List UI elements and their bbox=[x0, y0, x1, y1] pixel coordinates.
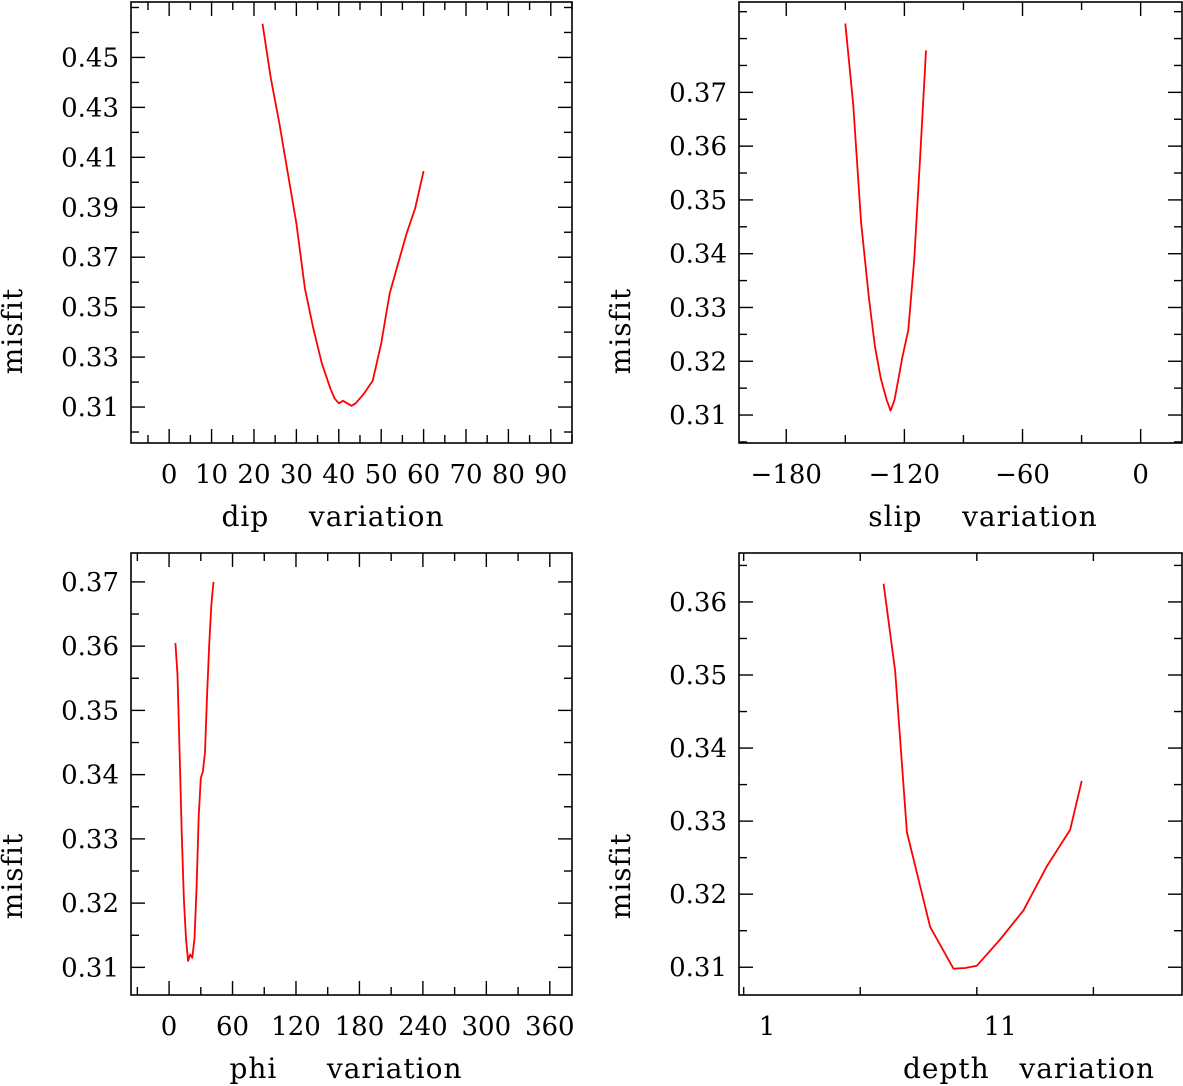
phi-x-tick-label: 120 bbox=[271, 1012, 321, 1042]
dip-y-tick-label: 0.39 bbox=[61, 193, 119, 223]
phi-y-axis-label: misfit bbox=[0, 833, 29, 919]
phi-y-tick-label: 0.37 bbox=[61, 568, 119, 598]
slip-x-axis-label: slip variation bbox=[868, 500, 1097, 533]
slip-x-tick-label: −180 bbox=[751, 460, 822, 490]
slip-x-tick-label: −60 bbox=[995, 460, 1050, 490]
phi-x-tick-label: 300 bbox=[462, 1012, 512, 1042]
slip-y-tick-label: 0.35 bbox=[669, 186, 727, 216]
slip-y-tick-label: 0.37 bbox=[669, 78, 727, 108]
slip-x-tick-label: 0 bbox=[1132, 460, 1149, 490]
dip-y-axis-label: misfit bbox=[0, 288, 29, 374]
panel-dip: 0 10 20 30 40 50 60 70 80 90 0.31 0.33 0.35 0.37 0.39 0… bbox=[0, 1, 573, 533]
phi-y-tick-label: 0.35 bbox=[61, 696, 119, 726]
phi-y-tick-label: 0.31 bbox=[61, 953, 119, 983]
phi-x-tick-label: 0 bbox=[161, 1012, 178, 1042]
depth-y-tick-label: 0.31 bbox=[669, 953, 727, 983]
dip-y-tick-label: 0.31 bbox=[61, 393, 119, 423]
depth-misfit-curve bbox=[882, 583, 1083, 970]
depth-x-axis-label: depth variation bbox=[903, 1052, 1155, 1085]
slip-y-axis-label: misfit bbox=[604, 288, 637, 374]
dip-x-tick-label: 80 bbox=[492, 460, 525, 490]
depth-y-tick-label: 0.36 bbox=[669, 588, 727, 618]
phi-x-tick-label: 240 bbox=[398, 1012, 448, 1042]
dip-x-tick-label: 30 bbox=[280, 460, 313, 490]
depth-y-tick-label: 0.34 bbox=[669, 734, 727, 764]
slip-x-tick-label: −120 bbox=[869, 460, 940, 490]
depth-y-tick-label: 0.32 bbox=[669, 880, 727, 910]
depth-y-tick-label: 0.35 bbox=[669, 661, 727, 691]
dip-x-tick-label: 50 bbox=[365, 460, 398, 490]
slip-y-tick-label: 0.31 bbox=[669, 401, 727, 431]
phi-x-axis-label: phi variation bbox=[229, 1052, 462, 1085]
dip-y-tick-label: 0.35 bbox=[61, 293, 119, 323]
phi-misfit-curve bbox=[174, 581, 215, 962]
slip-y-tick-label: 0.34 bbox=[669, 240, 727, 270]
depth-x-tick-label: 11 bbox=[984, 1012, 1017, 1042]
dip-x-tick-label: 60 bbox=[407, 460, 440, 490]
slip-misfit-curve bbox=[844, 23, 927, 412]
dip-misfit-curve bbox=[261, 23, 425, 407]
phi-y-tick-label: 0.36 bbox=[61, 632, 119, 662]
panel-phi: 0 60 120 180 240 300 360 0.31 0.32 0.33 0.34 0.35 0.… bbox=[0, 552, 575, 1085]
phi-x-tick-label: 60 bbox=[216, 1012, 249, 1042]
depth-y-tick-label: 0.33 bbox=[669, 807, 727, 837]
depth-plot-frame bbox=[738, 552, 1183, 996]
phi-y-tick-label: 0.33 bbox=[61, 825, 119, 855]
panel-slip: −180 −120 −60 0 0.31 0.32 0.33 0.34 0.35 0.36 0.37… bbox=[604, 1, 1183, 533]
slip-plot-frame bbox=[738, 1, 1183, 444]
phi-x-tick-label: 360 bbox=[525, 1012, 575, 1042]
dip-plot-frame bbox=[130, 1, 573, 444]
phi-y-tick-label: 0.32 bbox=[61, 889, 119, 919]
depth-y-axis-label: misfit bbox=[604, 833, 637, 919]
dip-y-tick-label: 0.37 bbox=[61, 243, 119, 273]
dip-y-tick-label: 0.33 bbox=[61, 343, 119, 373]
dip-x-tick-label: 90 bbox=[534, 460, 567, 490]
phi-x-tick-label: 180 bbox=[335, 1012, 385, 1042]
dip-x-tick-label: 10 bbox=[195, 460, 228, 490]
dip-x-axis-label: dip variation bbox=[221, 500, 444, 533]
dip-x-tick-label: 0 bbox=[161, 460, 178, 490]
dip-x-tick-label: 40 bbox=[322, 460, 355, 490]
slip-y-tick-label: 0.32 bbox=[669, 347, 727, 377]
dip-y-tick-label: 0.41 bbox=[61, 143, 119, 173]
dip-x-tick-label: 70 bbox=[449, 460, 482, 490]
depth-x-tick-label: 1 bbox=[759, 1012, 776, 1042]
dip-y-tick-label: 0.43 bbox=[61, 93, 119, 123]
slip-y-tick-label: 0.33 bbox=[669, 293, 727, 323]
slip-y-tick-label: 0.36 bbox=[669, 132, 727, 162]
dip-y-tick-label: 0.45 bbox=[61, 43, 119, 73]
phi-plot-frame bbox=[130, 552, 573, 996]
dip-x-tick-label: 20 bbox=[237, 460, 270, 490]
phi-y-tick-label: 0.34 bbox=[61, 761, 119, 791]
